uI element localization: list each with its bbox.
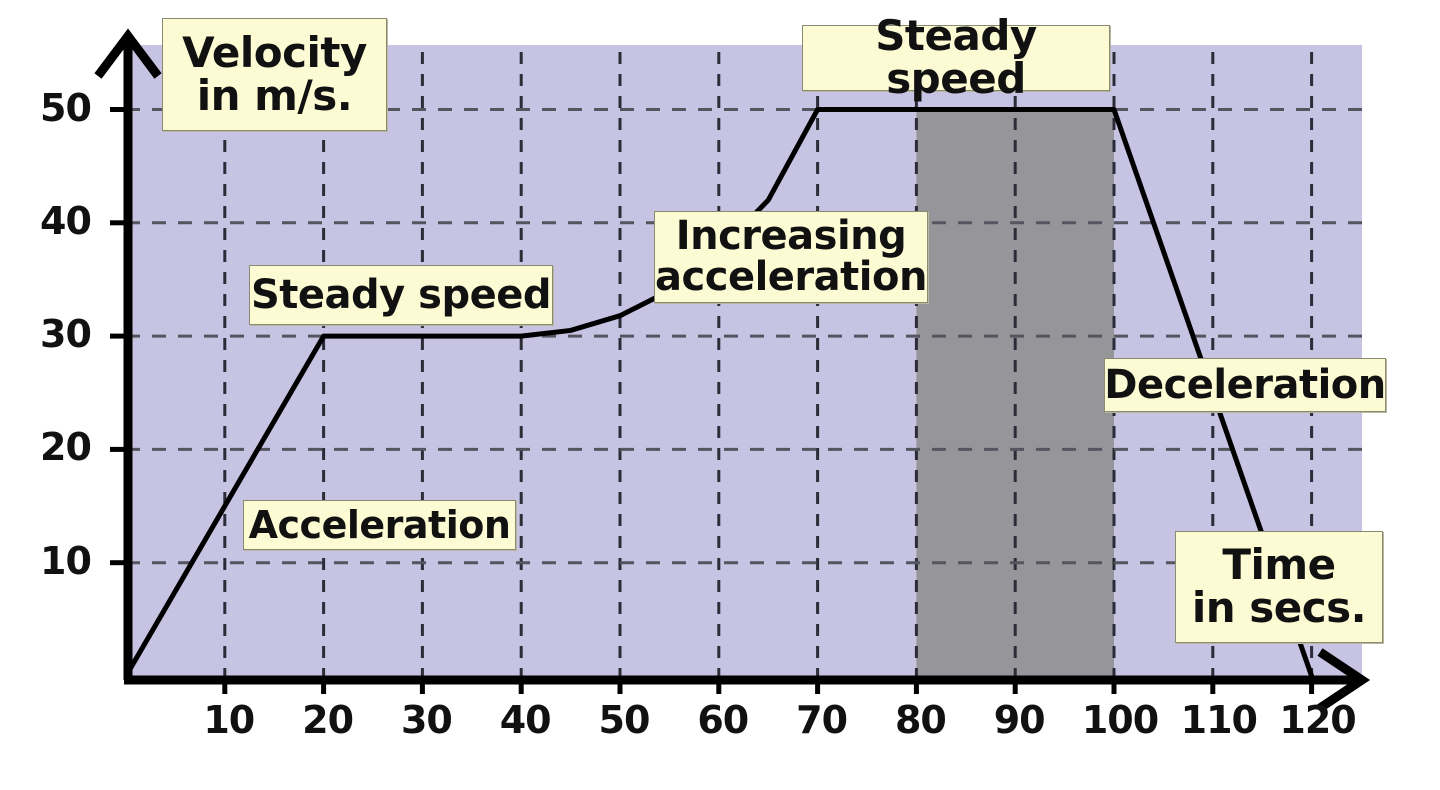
x-tick-label: 30	[400, 698, 453, 742]
annotation-text-line2: acceleration	[655, 254, 927, 300]
x-tick-label: 60	[697, 698, 749, 742]
x-tick-label: 50	[598, 698, 651, 742]
annotation-text-line1: Increasing	[675, 213, 907, 260]
annotation-steady-speed-lower: Steady speed	[249, 265, 553, 325]
x-axis-title-line1: Time	[1222, 540, 1336, 590]
annotation-text: Steady speed	[875, 11, 1037, 103]
annotation-text: Deceleration	[1104, 361, 1386, 408]
x-tick-label: 110	[1180, 698, 1258, 742]
x-axis-title-line2: in secs.	[1191, 583, 1367, 632]
annotation-text: Steady speed	[250, 271, 552, 318]
x-tick-label: 80	[894, 698, 947, 742]
annotation-steady-speed-top: Steady speed	[802, 14, 1110, 100]
x-tick-label: 100	[1081, 698, 1159, 742]
x-tick-label: 20	[302, 698, 354, 742]
y-tick-label: 10	[40, 538, 92, 583]
x-tick-label: 70	[796, 698, 848, 742]
x-tick-label: 120	[1279, 698, 1356, 742]
axes	[94, 28, 1371, 712]
x-axis-title: Time in secs.	[1175, 531, 1383, 643]
annotation-text: Acceleration	[248, 502, 511, 547]
annotation-acceleration: Acceleration	[243, 500, 516, 550]
y-tick-label: 30	[40, 312, 92, 357]
y-tick-label: 20	[40, 425, 92, 470]
y-axis-title-line1: Velocity	[182, 27, 367, 77]
y-tick-label: 40	[40, 198, 92, 243]
annotation-increasing-acceleration: Increasing acceleration	[654, 211, 928, 303]
x-tick-label: 10	[203, 698, 255, 742]
x-tick-label: 90	[993, 698, 1046, 742]
annotation-deceleration: Deceleration	[1104, 358, 1386, 412]
y-axis-title: Velocity in m/s.	[162, 18, 387, 131]
y-axis-title-line2: in m/s.	[196, 70, 353, 120]
y-tick-label: 50	[40, 85, 92, 130]
x-tick-label: 40	[499, 698, 552, 742]
